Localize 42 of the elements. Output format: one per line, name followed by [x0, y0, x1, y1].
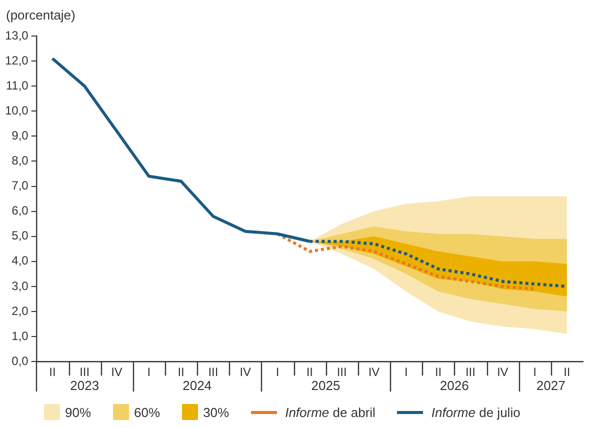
y-tick-label: 7,0 [12, 178, 29, 193]
text: 2025 [311, 378, 340, 394]
x-tick-label: II [49, 365, 56, 380]
legend-label: 60% [134, 404, 160, 420]
text: 2026 [440, 378, 469, 394]
x-tick-label: III [465, 365, 476, 380]
x-tick-label: II [564, 365, 570, 380]
legend-label: 90% [65, 404, 92, 420]
x-tick-label: IV [368, 365, 380, 380]
x-tick-label: III [336, 365, 347, 380]
y-tick-label: 8,0 [12, 154, 29, 168]
y-tick-label: 0,0 [12, 354, 29, 368]
x-tick-label: I [404, 365, 408, 380]
y-tick-label: 13,0 [4, 28, 29, 42]
legend-label: Informe de julio [431, 404, 520, 420]
x-tick-label: III [80, 365, 90, 380]
y-tick-label: 3,0 [12, 278, 29, 293]
x-tick-label: II [434, 365, 442, 380]
x-tick-label: IV [240, 365, 252, 380]
x-tick-label: II [306, 365, 314, 380]
y-tick-label: 12,0 [4, 53, 29, 68]
x-tick-label: IV [111, 365, 122, 380]
y-tick-label: 9,0 [12, 128, 29, 142]
x-tick-label: I [276, 365, 280, 380]
legend-label: Informe de abril [285, 404, 376, 420]
x-tick-label: II [178, 365, 184, 380]
text: 2023 [70, 378, 100, 394]
x-tick-label: I [147, 365, 151, 380]
y-tick-label: 5,0 [12, 228, 29, 243]
y-tick-label: 10,0 [4, 103, 29, 118]
y-tick-label: 2,0 [12, 304, 29, 318]
x-tick-label: I [533, 365, 536, 380]
y-tick-label: 4,0 [12, 254, 29, 268]
y-tick-label: 6,0 [12, 204, 29, 218]
x-tick-label: IV [496, 365, 508, 380]
y-tick-label: 11,0 [6, 78, 29, 92]
legend-label: 30% [203, 404, 230, 420]
y-axis-title: (porcentaje) [6, 8, 76, 23]
text: 2024 [182, 378, 212, 394]
text: 2027 [536, 378, 566, 394]
x-tick-label: III [208, 365, 218, 380]
y-tick-label: 1,0 [12, 328, 29, 343]
